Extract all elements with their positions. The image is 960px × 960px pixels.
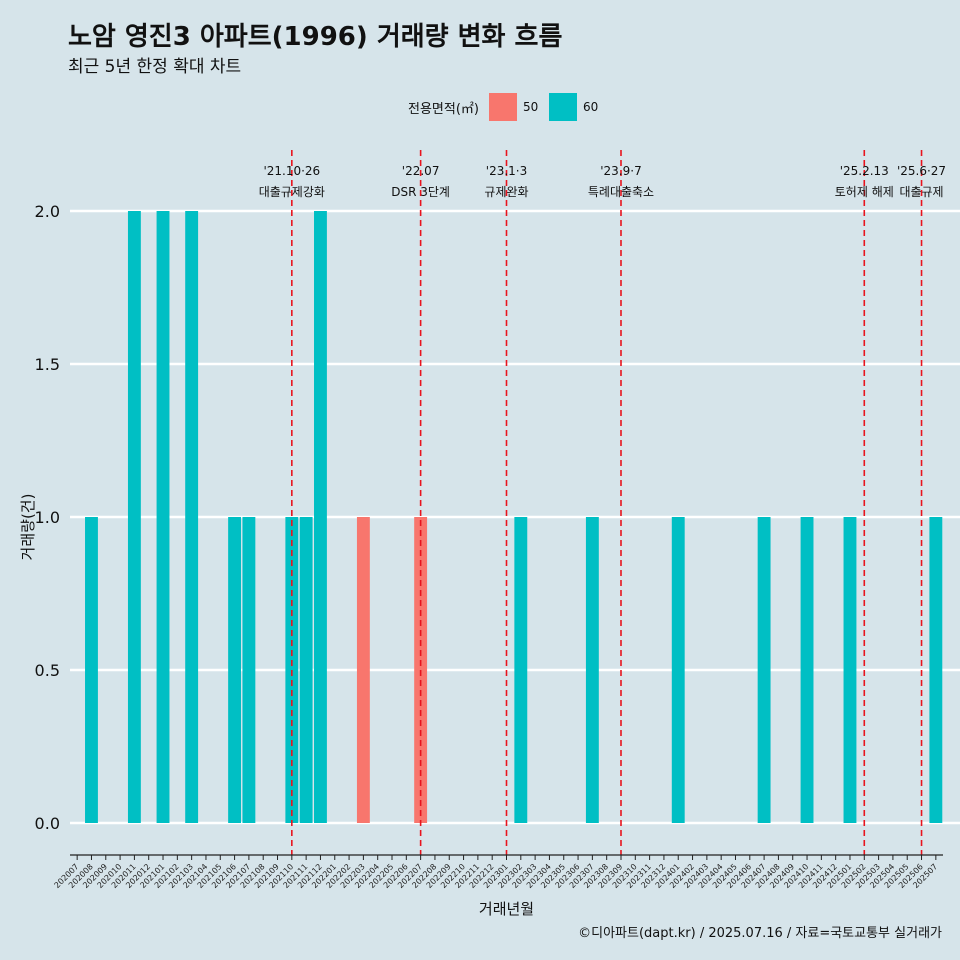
bar-60-202112 xyxy=(314,211,327,823)
event-label-1: DSR 3단계 xyxy=(391,185,450,199)
legend-item-60: 60 xyxy=(548,93,601,121)
bar-60-202307 xyxy=(585,517,599,823)
y-axis-title: 거래량(건) xyxy=(19,494,37,561)
bar-60-202106 xyxy=(228,517,242,823)
legend: 전용면적(㎡) 50 60 xyxy=(408,92,609,122)
bar-50-202203 xyxy=(356,517,370,823)
event-label-3: 특례대출축소 xyxy=(588,185,654,199)
legend-label-50: 50 xyxy=(522,100,539,114)
event-date-2: '23.1·3 xyxy=(486,164,527,178)
event-date-0: '21.10·26 xyxy=(263,164,320,178)
legend-item-50: 50 xyxy=(488,93,541,121)
bar-60-202107 xyxy=(242,517,256,823)
event-label-2: 규제완화 xyxy=(484,185,528,199)
event-date-5: '25.6·27 xyxy=(897,164,946,178)
x-axis-title: 거래년월 xyxy=(479,900,534,918)
bar-60-202302 xyxy=(514,517,528,823)
chart-subtitle: 최근 5년 한정 확대 차트 xyxy=(68,57,242,77)
event-date-3: '23.9·7 xyxy=(600,164,641,178)
y-tick-label: 0.0 xyxy=(35,814,60,833)
bar-60-202008 xyxy=(85,517,98,823)
legend-swatch-60 xyxy=(548,93,577,121)
axis-layer: 0.00.51.01.52.02020072020082020092020102… xyxy=(19,202,943,918)
bar-60-202101 xyxy=(156,211,170,823)
y-tick-label: 1.0 xyxy=(35,508,60,527)
event-date-1: '22.07 xyxy=(402,164,440,178)
bar-60-202507 xyxy=(929,517,943,823)
bar-60-202111 xyxy=(299,517,313,823)
chart-title: 노암 영진3 아파트(1996) 거래량 변화 흐름 xyxy=(68,22,563,52)
event-label-4: 토허제 해제 xyxy=(835,185,894,199)
legend-swatch-50 xyxy=(488,93,517,121)
caption: ©디아파트(dapt.kr) / 2025.07.16 / 자료=국토교통부 실… xyxy=(578,926,942,941)
legend-title: 전용면적(㎡) xyxy=(408,101,479,117)
bar-60-202401 xyxy=(671,517,685,823)
bar-60-202011 xyxy=(127,211,141,823)
event-label-0: 대출규제강화 xyxy=(259,185,325,199)
event-label-5: 대출규제 xyxy=(899,185,943,199)
bar-layer xyxy=(85,211,943,823)
bar-60-202103 xyxy=(185,211,199,823)
bar-60-202410 xyxy=(800,517,814,823)
bar-60-202501 xyxy=(843,517,857,823)
y-tick-label: 0.5 xyxy=(35,661,60,680)
y-tick-label: 1.5 xyxy=(35,355,60,374)
bar-60-202407 xyxy=(757,517,771,823)
y-tick-label: 2.0 xyxy=(35,202,60,221)
event-date-4: '25.2.13 xyxy=(840,164,889,178)
legend-label-60: 60 xyxy=(582,100,599,114)
event-layer: '21.10·26 대출규제강화 '22.07 DSR 3단계 '23.1·3 규제완화 '… xyxy=(259,150,946,855)
